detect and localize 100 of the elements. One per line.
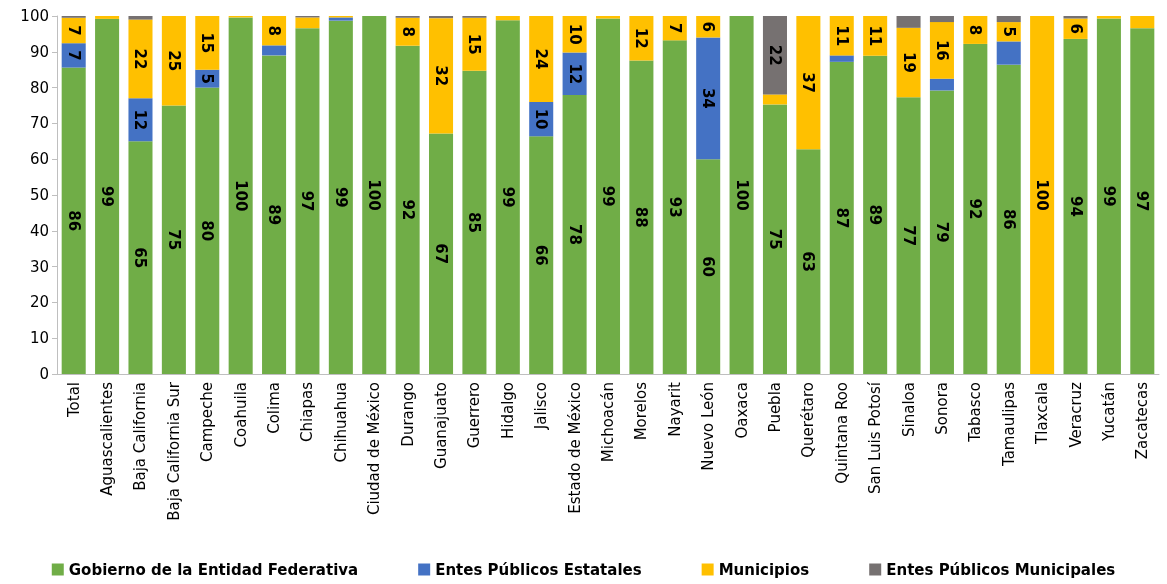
y-tick-label: 20 xyxy=(29,293,49,312)
bar xyxy=(562,95,587,374)
x-tick-label: Chiapas xyxy=(298,381,317,442)
data-label: 12 xyxy=(632,27,651,49)
data-label: 5 xyxy=(999,26,1018,37)
bar xyxy=(262,55,287,374)
bar xyxy=(462,70,487,374)
y-tick-label: 30 xyxy=(29,257,49,276)
x-tick-label: Guanajuato xyxy=(432,382,451,469)
bar xyxy=(1130,16,1155,29)
data-label: 86 xyxy=(64,210,83,232)
x-tick-label: Puebla xyxy=(765,382,784,433)
x-tick-label: Tamaulipas xyxy=(999,381,1018,468)
x-tick-label: Nuevo León xyxy=(699,382,718,471)
x-tick-label: Guerrero xyxy=(465,382,484,449)
bar xyxy=(128,16,153,20)
data-label: 22 xyxy=(131,48,150,70)
bar xyxy=(929,90,954,374)
x-tick-label: San Luis Potosí xyxy=(866,381,885,495)
bar xyxy=(829,61,854,374)
x-tick-label: Yucatán xyxy=(1099,382,1118,442)
y-tick-label: 60 xyxy=(29,150,49,169)
legend-label: Gobierno de la Entidad Federativa xyxy=(68,560,359,579)
bar xyxy=(1096,18,1121,374)
x-tick-label: Jalisco xyxy=(532,382,551,431)
data-label: 77 xyxy=(899,225,918,247)
data-label: 78 xyxy=(565,224,584,245)
data-label: 93 xyxy=(665,196,684,218)
bar xyxy=(61,67,86,374)
bar xyxy=(696,159,721,374)
x-tick-label: Zacatecas xyxy=(1133,381,1152,460)
data-label: 99 xyxy=(599,185,617,207)
legend-label: Entes Públicos Municipales xyxy=(886,560,1116,579)
data-label: 65 xyxy=(131,247,150,269)
data-label: 8 xyxy=(966,24,985,36)
bar xyxy=(629,60,654,374)
data-label: 6 xyxy=(699,21,718,32)
data-label: 7 xyxy=(64,25,83,36)
bar xyxy=(529,16,554,102)
x-tick-label: Veracruz xyxy=(1066,381,1085,448)
bar xyxy=(95,16,120,19)
data-label: 99 xyxy=(98,185,117,207)
x-tick-label: Durango xyxy=(398,382,417,447)
data-label: 79 xyxy=(932,221,951,243)
bar xyxy=(929,16,954,23)
bar xyxy=(1063,38,1088,374)
bar xyxy=(796,16,821,150)
bar xyxy=(429,18,454,134)
x-tick-label: Nayarit xyxy=(665,381,684,437)
x-tick-label: Oaxaca xyxy=(732,382,751,439)
bar xyxy=(262,45,287,56)
bar xyxy=(863,55,888,374)
x-tick-label: Aguascalientes xyxy=(98,381,117,496)
data-label: 100 xyxy=(365,179,384,211)
y-tick-label: 40 xyxy=(29,221,49,240)
bar xyxy=(662,40,687,374)
bar xyxy=(128,98,153,142)
bar xyxy=(762,104,787,374)
data-label: 7 xyxy=(64,50,83,61)
x-tick-label: Colima xyxy=(265,382,284,434)
x-tick-label: Michoacán xyxy=(599,382,617,463)
data-label: 86 xyxy=(999,208,1018,230)
data-label: 85 xyxy=(465,211,484,233)
y-tick-label: 50 xyxy=(29,186,49,204)
bar xyxy=(495,20,520,374)
data-label: 92 xyxy=(398,199,417,221)
bar xyxy=(128,141,153,374)
data-label: 10 xyxy=(565,23,584,45)
bar xyxy=(963,43,988,374)
data-label: 19 xyxy=(899,52,918,73)
data-label: 99 xyxy=(498,186,517,208)
y-tick-label: 70 xyxy=(29,114,49,133)
data-label: 97 xyxy=(1133,190,1152,212)
bar xyxy=(529,136,554,374)
bar xyxy=(195,87,220,374)
bar xyxy=(595,16,621,19)
x-tick-label: Morelos xyxy=(632,381,651,441)
data-label: 11 xyxy=(866,25,885,47)
bar xyxy=(929,78,954,91)
data-label: 89 xyxy=(866,204,885,226)
bar xyxy=(95,18,120,374)
data-label: 24 xyxy=(532,48,551,70)
y-tick-label: 80 xyxy=(29,78,49,97)
x-tick-label: Tabasco xyxy=(966,382,985,443)
data-label: 15 xyxy=(198,32,217,54)
data-label: 16 xyxy=(932,39,951,61)
data-label: 22 xyxy=(765,44,784,66)
data-label: 88 xyxy=(632,206,651,228)
x-tick-label: Coahuila xyxy=(231,382,250,448)
bar xyxy=(762,94,787,105)
data-label: 34 xyxy=(699,87,718,109)
x-tick-label: Baja California Sur xyxy=(164,381,183,521)
bar xyxy=(295,17,320,29)
data-label: 97 xyxy=(298,190,317,212)
data-label: 100 xyxy=(231,180,250,212)
x-tick-label: Baja California xyxy=(131,382,150,491)
data-label: 60 xyxy=(699,256,718,278)
data-label: 66 xyxy=(532,244,551,266)
x-tick-label: Total xyxy=(64,382,83,419)
bar xyxy=(1096,16,1121,19)
